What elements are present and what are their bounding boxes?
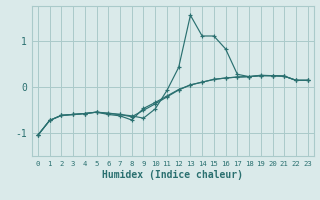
X-axis label: Humidex (Indice chaleur): Humidex (Indice chaleur) — [102, 170, 243, 180]
